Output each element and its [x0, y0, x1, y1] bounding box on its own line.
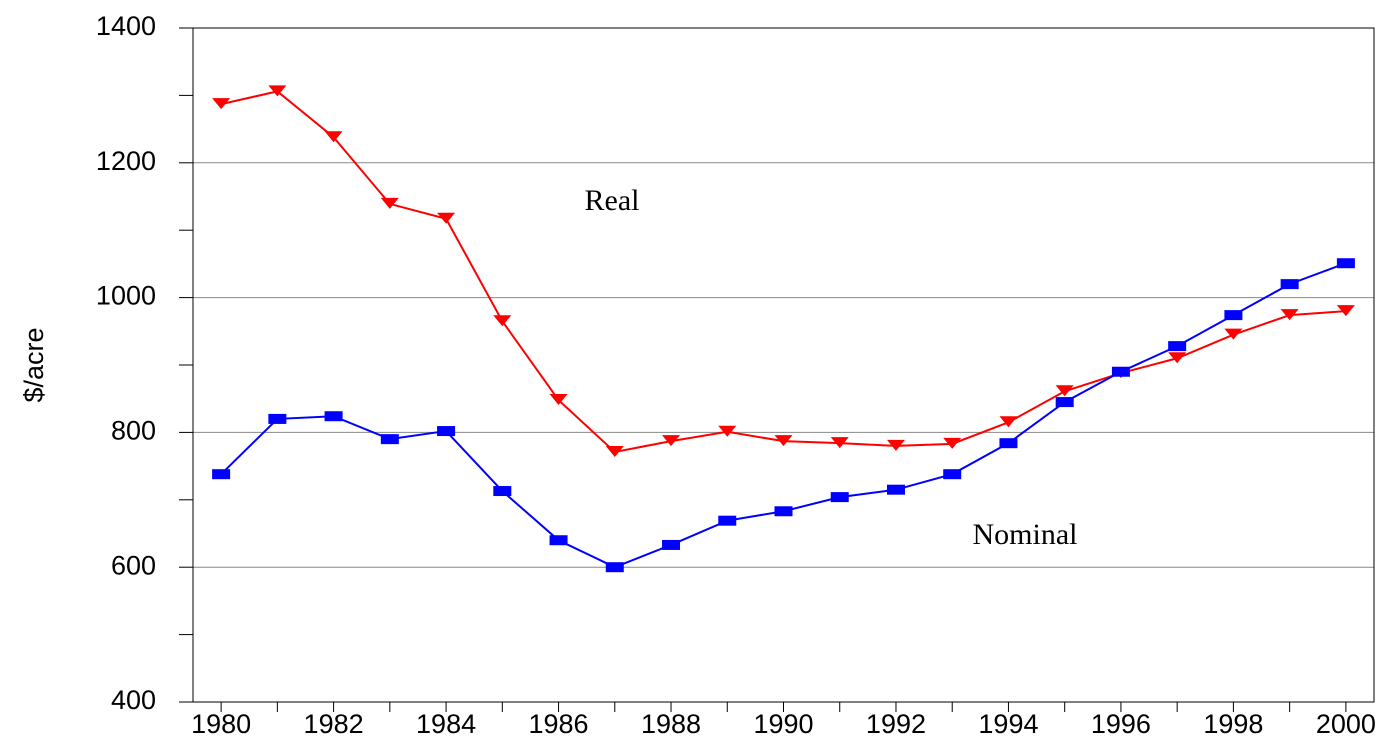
x-tick-label: 1988 [641, 709, 701, 739]
marker [718, 425, 737, 437]
series-annotation: Real [585, 184, 640, 217]
marker [1280, 309, 1299, 321]
marker [1224, 310, 1243, 321]
marker [493, 315, 512, 327]
series-annotation: Nominal [973, 518, 1078, 551]
x-tick-label: 2000 [1316, 709, 1376, 739]
marker [212, 469, 231, 480]
marker [774, 435, 793, 447]
marker [1336, 258, 1355, 269]
marker [1280, 279, 1299, 290]
marker [830, 492, 849, 503]
x-tick-label: 1982 [304, 709, 364, 739]
x-tick-label: 1986 [529, 709, 589, 739]
marker [774, 506, 793, 517]
marker [549, 535, 568, 546]
marker [662, 539, 681, 550]
marker [830, 437, 849, 449]
y-axis-label: $/acre [19, 327, 49, 402]
x-tick-label: 1984 [416, 709, 476, 739]
marker [605, 562, 624, 573]
marker [493, 486, 512, 497]
marker [999, 438, 1018, 449]
marker [437, 426, 456, 437]
marker [380, 197, 399, 209]
marker [324, 411, 343, 422]
x-tick-label: 1980 [191, 709, 251, 739]
marker [1336, 305, 1355, 317]
marker [943, 437, 962, 449]
plot-frame [192, 27, 1375, 703]
y-tick-label: 1000 [96, 281, 156, 311]
marker [1168, 341, 1187, 352]
series-line [220, 90, 1346, 454]
marker [324, 131, 343, 143]
marker [1055, 397, 1074, 408]
marker [1168, 352, 1187, 364]
marker [999, 416, 1018, 428]
y-tick-label: 1400 [96, 11, 156, 41]
y-tick-label: 1200 [96, 146, 156, 176]
marker [718, 515, 737, 526]
marker [1224, 328, 1243, 340]
marker [212, 98, 231, 110]
x-tick-label: 1992 [866, 709, 926, 739]
marker [886, 484, 905, 495]
x-tick-label: 1990 [753, 709, 813, 739]
y-tick-label: 600 [111, 550, 156, 580]
marker [268, 85, 287, 97]
marker [1055, 385, 1074, 397]
marker [886, 439, 905, 451]
series-line [220, 262, 1347, 569]
marker [605, 445, 624, 457]
y-tick-label: 400 [111, 685, 156, 715]
marker [437, 212, 456, 224]
marker [943, 469, 962, 480]
marker [662, 435, 681, 447]
x-tick-label: 1994 [978, 709, 1038, 739]
marker [549, 394, 568, 406]
marker [268, 413, 287, 424]
x-tick-label: 1996 [1091, 709, 1151, 739]
x-tick-label: 1998 [1203, 709, 1263, 739]
marker [380, 434, 399, 445]
y-tick-label: 800 [111, 416, 156, 446]
marker [1111, 366, 1130, 377]
